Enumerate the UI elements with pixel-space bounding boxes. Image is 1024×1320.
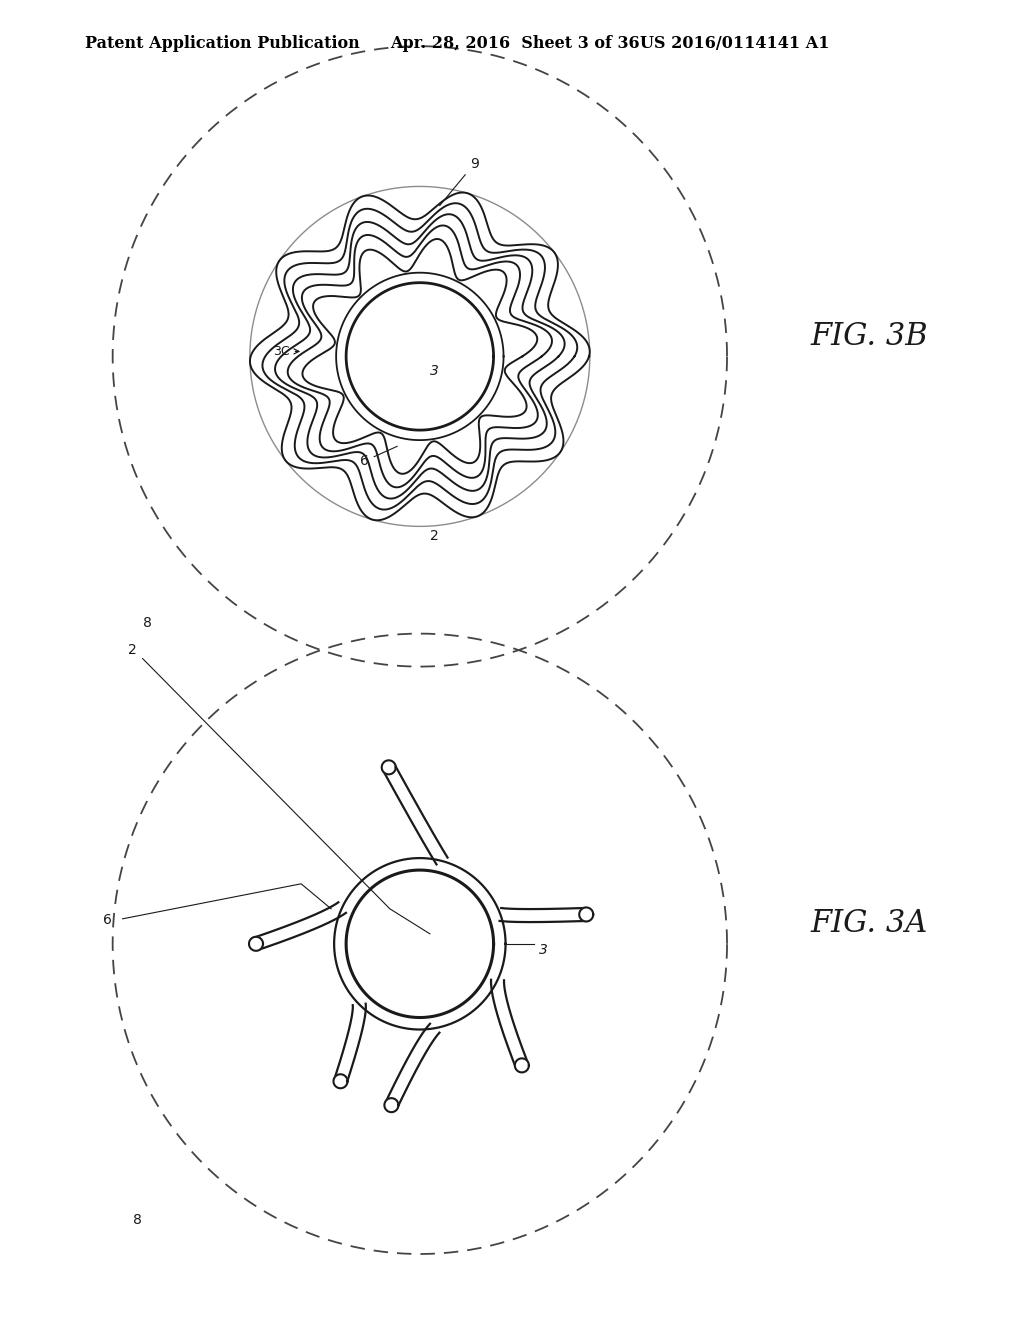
Text: Patent Application Publication: Patent Application Publication bbox=[85, 36, 359, 51]
Text: 8: 8 bbox=[133, 1213, 141, 1228]
Text: 3C: 3C bbox=[273, 345, 299, 358]
Text: 8: 8 bbox=[142, 615, 152, 630]
Text: Apr. 28, 2016  Sheet 3 of 36: Apr. 28, 2016 Sheet 3 of 36 bbox=[390, 36, 640, 51]
Polygon shape bbox=[515, 1059, 528, 1072]
Polygon shape bbox=[384, 1098, 398, 1113]
Text: 6: 6 bbox=[102, 913, 112, 927]
Text: 3: 3 bbox=[539, 942, 548, 957]
Polygon shape bbox=[382, 760, 395, 775]
Polygon shape bbox=[334, 1074, 347, 1088]
Text: 2: 2 bbox=[128, 643, 136, 656]
Polygon shape bbox=[249, 937, 263, 950]
Text: US 2016/0114141 A1: US 2016/0114141 A1 bbox=[640, 36, 829, 51]
Text: 3: 3 bbox=[430, 364, 439, 379]
Polygon shape bbox=[580, 907, 593, 921]
Text: 9: 9 bbox=[439, 157, 478, 206]
Text: FIG. 3A: FIG. 3A bbox=[810, 908, 928, 940]
Text: 6: 6 bbox=[359, 446, 397, 469]
Text: 2: 2 bbox=[430, 529, 438, 543]
Text: FIG. 3B: FIG. 3B bbox=[810, 321, 928, 352]
